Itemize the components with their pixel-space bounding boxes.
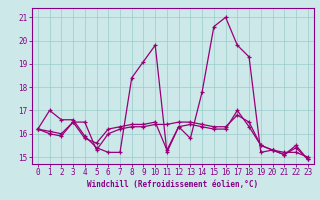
X-axis label: Windchill (Refroidissement éolien,°C): Windchill (Refroidissement éolien,°C) (87, 180, 258, 189)
